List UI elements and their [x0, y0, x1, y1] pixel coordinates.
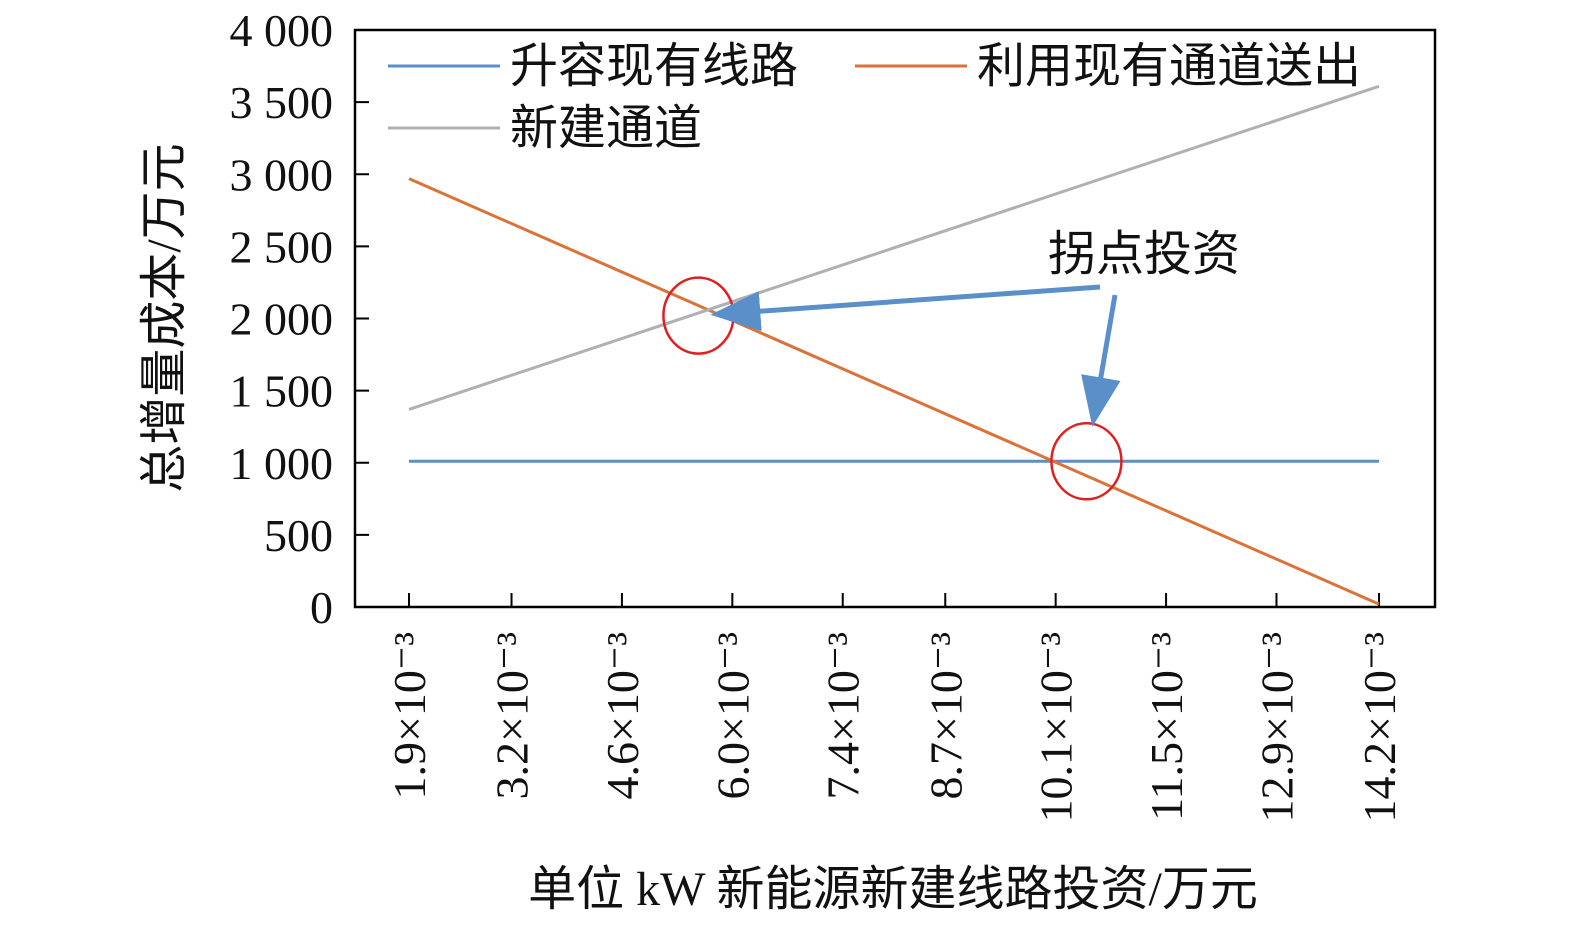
x-tick-label: 12.9×10⁻³	[1251, 632, 1302, 823]
x-tick-label: 14.2×10⁻³	[1354, 632, 1405, 823]
series-line-3	[408, 84, 1380, 411]
annotations: 拐点投资	[662, 228, 1240, 501]
y-tick-label: 3 500	[230, 77, 334, 128]
annotation-label: 拐点投资	[1048, 228, 1240, 281]
x-tick-label: 6.0×10⁻³	[707, 632, 758, 800]
annotation-arrow	[710, 284, 1101, 332]
y-tick-label: 2 500	[230, 221, 334, 272]
annotation-arrow	[1081, 294, 1121, 427]
y-tick-label: 1 500	[230, 366, 334, 417]
x-tick-label: 4.6×10⁻³	[597, 632, 648, 800]
y-tick-label: 0	[310, 582, 333, 633]
series-layer	[408, 84, 1380, 606]
y-tick-label: 2 000	[230, 294, 334, 345]
x-tick-label: 1.9×10⁻³	[384, 632, 435, 800]
y-tick-label: 3 000	[230, 149, 334, 200]
y-axis-ticks: 0 500 1 000 1 500 2 000 2 500 3 000 3 500 4 000	[230, 5, 369, 633]
x-tick-label: 10.1×10⁻³	[1031, 632, 1082, 823]
y-tick-label: 500	[264, 510, 333, 561]
y-tick-label: 1 000	[230, 438, 334, 489]
y-axis-title: 总增量成本/万元	[138, 143, 191, 492]
x-tick-label: 8.7×10⁻³	[920, 632, 971, 800]
x-tick-label: 11.5×10⁻³	[1141, 632, 1192, 821]
x-axis-title: 单位 kW 新能源新建线路投资/万元	[528, 863, 1258, 916]
x-axis-ticks: 1.9×10⁻³ 3.2×10⁻³ 4.6×10⁻³ 6.0×10⁻³ 7.4×10⁻³…	[384, 593, 1405, 823]
y-tick-label: 4 000	[230, 5, 334, 56]
legend-label: 新建通道	[510, 102, 702, 155]
x-tick-label: 7.4×10⁻³	[818, 632, 869, 800]
series-line-2	[408, 177, 1380, 606]
legend-label: 升容现有线路	[510, 40, 798, 93]
x-tick-label: 3.2×10⁻³	[487, 632, 538, 800]
legend-label: 利用现有通道送出	[977, 40, 1361, 93]
